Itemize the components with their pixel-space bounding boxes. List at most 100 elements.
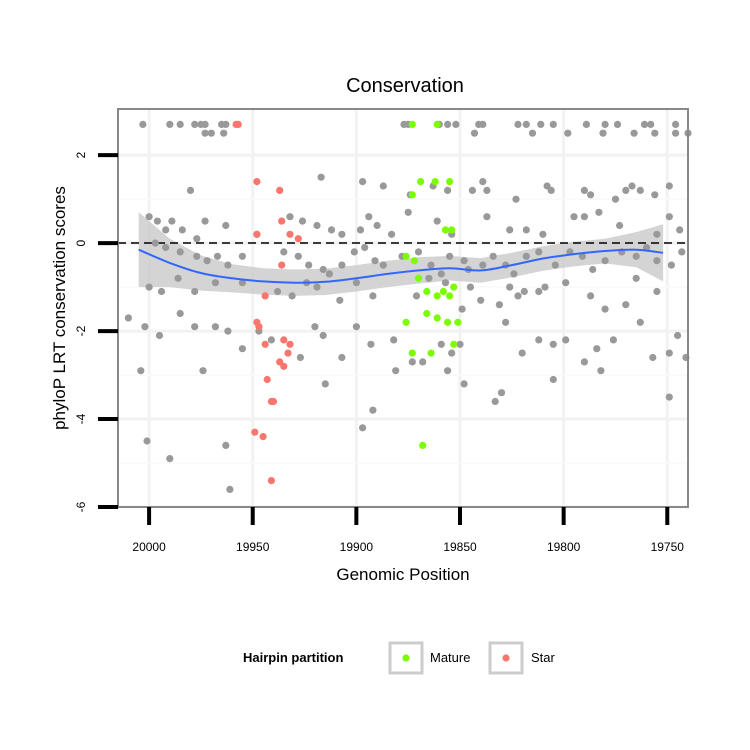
point-other (338, 230, 346, 238)
point-mature (439, 287, 447, 296)
point-other (452, 120, 460, 128)
point-other (220, 129, 228, 137)
point-other (379, 261, 387, 269)
point-other (466, 283, 474, 291)
point-other (305, 261, 313, 269)
point-other (537, 120, 545, 128)
point-mature (450, 283, 458, 291)
point-other (176, 120, 184, 128)
point-other (166, 455, 174, 463)
point-other (141, 323, 149, 331)
point-other (665, 349, 673, 357)
point-other (535, 336, 543, 344)
point-other (468, 186, 476, 194)
point-other (616, 221, 624, 230)
point-other (174, 274, 182, 282)
y-axis-title: phyloP LRT conservation scores (50, 186, 69, 430)
panel-border (117, 108, 689, 508)
point-other (636, 318, 644, 326)
point-other (317, 173, 325, 181)
point-other (238, 252, 246, 260)
point-other (665, 213, 673, 221)
point-other (408, 358, 416, 366)
point-other (653, 287, 661, 296)
y-tick-label-3: 0 (74, 239, 88, 246)
point-other (313, 283, 321, 291)
point-other (437, 340, 445, 348)
point-other (506, 283, 514, 291)
point-other (388, 230, 396, 238)
point-other (286, 213, 294, 221)
smooth-line (138, 248, 664, 284)
point-other (522, 252, 530, 260)
point-other (497, 389, 506, 397)
point-other (676, 226, 684, 234)
point-other (628, 182, 636, 190)
point-other (580, 358, 589, 366)
point-mature (408, 349, 416, 357)
point-other (597, 367, 605, 375)
point-other (338, 261, 346, 269)
point-other (441, 279, 450, 287)
point-other (514, 292, 522, 300)
y-axis: -6 -4 -2 0 2 (74, 152, 118, 512)
point-other (367, 340, 375, 348)
point-other (578, 252, 586, 260)
y-tick-label-0: -6 (74, 501, 88, 512)
point-other (622, 186, 630, 194)
point-star (276, 186, 284, 194)
point-other (361, 243, 369, 252)
point-star (259, 433, 267, 441)
x-tick-label-3: 19850 (443, 540, 477, 554)
point-other (369, 292, 377, 300)
point-star (278, 261, 286, 269)
legend-label-star: Star (531, 650, 556, 665)
point-other (137, 367, 145, 375)
point-other (580, 186, 589, 194)
x-tick-label-5: 19750 (651, 540, 685, 554)
point-other (547, 186, 555, 194)
point-other (327, 226, 336, 234)
point-other (674, 331, 682, 340)
point-other (549, 375, 557, 384)
y-tick-label-1: -4 (74, 413, 88, 424)
point-other (678, 248, 686, 256)
point-other (191, 287, 199, 296)
point-other (483, 213, 491, 221)
point-other (325, 270, 333, 278)
point-other (528, 129, 537, 137)
x-tick-label-4: 19800 (547, 540, 581, 554)
point-other (564, 129, 572, 137)
point-mature (444, 318, 452, 326)
point-other (412, 292, 421, 300)
point-star (255, 323, 263, 331)
point-other (207, 129, 215, 137)
point-other (359, 178, 367, 186)
confidence-band (138, 212, 664, 296)
point-other (458, 305, 466, 313)
point-other (352, 323, 360, 331)
point-other (518, 349, 526, 357)
point-other (201, 120, 209, 128)
y-tick-label-2: -2 (74, 325, 88, 336)
point-other (365, 213, 373, 221)
plot-panel (118, 109, 688, 507)
point-other (587, 292, 595, 300)
point-other (444, 120, 452, 128)
point-star (253, 230, 261, 238)
chart-title: Conservation (346, 75, 464, 97)
legend-marker-star (502, 654, 510, 662)
point-mature (454, 318, 462, 326)
point-other (222, 221, 230, 230)
point-other (222, 441, 230, 449)
point-other (549, 340, 557, 348)
point-other (653, 257, 661, 265)
point-other (191, 120, 199, 128)
point-other (369, 406, 377, 414)
point-other (653, 230, 661, 238)
point-star (286, 230, 294, 238)
point-other (609, 336, 618, 344)
point-other (336, 296, 344, 304)
point-other (479, 120, 487, 128)
